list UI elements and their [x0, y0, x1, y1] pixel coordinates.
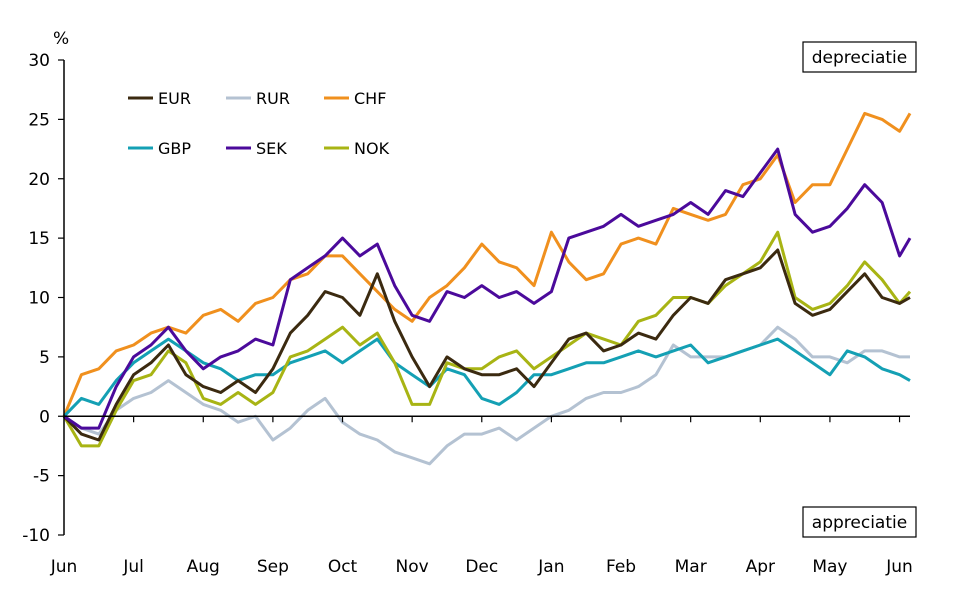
- series-line-rur: [63, 325, 910, 466]
- y-tick-label: 30: [28, 51, 50, 71]
- x-tick-label: Feb: [606, 557, 636, 577]
- legend-item-gbp: GBP: [128, 139, 191, 158]
- legend-label: NOK: [354, 139, 390, 158]
- x-tick-label: Jul: [122, 557, 144, 577]
- y-ticks: 30 25 20 15 10 5 0 -5 -10: [22, 51, 64, 546]
- appreciatie-label: appreciatie: [812, 513, 907, 533]
- y-tick-label: 25: [28, 110, 50, 130]
- x-tick-label: Mar: [675, 557, 707, 577]
- series-line-sek: [63, 147, 912, 430]
- series-line-gbp: [62, 337, 911, 418]
- appreciatie-box: appreciatie: [802, 506, 917, 538]
- legend-item-rur: RUR: [226, 89, 290, 108]
- series-line-nok: [62, 230, 912, 448]
- legend-label: EUR: [158, 89, 191, 108]
- series-lines: [62, 111, 912, 466]
- y-tick-label: 10: [28, 289, 50, 309]
- x-tick-label: Jan: [537, 557, 564, 577]
- legend-item-sek: SEK: [226, 139, 287, 158]
- x-tick-label: Apr: [746, 557, 775, 577]
- series-line-chf: [62, 111, 912, 417]
- x-tick-label: Sep: [257, 557, 289, 577]
- x-tick-label: Jun: [50, 557, 78, 577]
- legend-item-chf: CHF: [324, 89, 386, 108]
- legend-label: RUR: [256, 89, 290, 108]
- x-tick-label: Dec: [465, 557, 498, 577]
- legend-label: GBP: [158, 139, 191, 158]
- x-tick-label: Jun: [885, 557, 913, 577]
- axes: [63, 60, 910, 535]
- legend-label: SEK: [256, 139, 287, 158]
- legend-label: CHF: [354, 89, 386, 108]
- legend-item-nok: NOK: [324, 139, 390, 158]
- depreciatie-box: depreciatie: [802, 41, 917, 73]
- y-tick-label: 15: [28, 229, 50, 249]
- x-tick-label: Oct: [328, 557, 358, 577]
- legend-item-eur: EUR: [128, 89, 191, 108]
- y-tick-label: 0: [39, 407, 50, 427]
- y-tick-label: -10: [22, 526, 50, 546]
- x-tick-label: Nov: [396, 557, 429, 577]
- y-tick-label: 20: [28, 170, 50, 190]
- x-tick-label: Aug: [187, 557, 220, 577]
- y-tick-label: 5: [39, 348, 50, 368]
- x-tick-label: May: [812, 557, 847, 577]
- depreciatie-label: depreciatie: [812, 48, 907, 68]
- x-ticks: Jun Jul Aug Sep Oct Nov Dec Jan Feb Mar Apr May Jun: [50, 416, 913, 577]
- y-tick-label: -5: [33, 467, 50, 487]
- legend: EUR RUR CHF GBP SEK NOK: [128, 89, 390, 158]
- series-line-eur: [62, 248, 911, 442]
- y-axis-label: %: [53, 29, 69, 49]
